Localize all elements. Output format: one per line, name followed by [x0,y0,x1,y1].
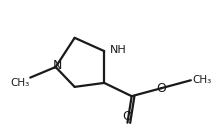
Text: NH: NH [110,45,126,55]
Text: CH₃: CH₃ [192,75,211,85]
Text: O: O [122,110,132,123]
Text: O: O [156,82,166,95]
Text: CH₃: CH₃ [10,78,29,88]
Text: N: N [53,59,62,72]
